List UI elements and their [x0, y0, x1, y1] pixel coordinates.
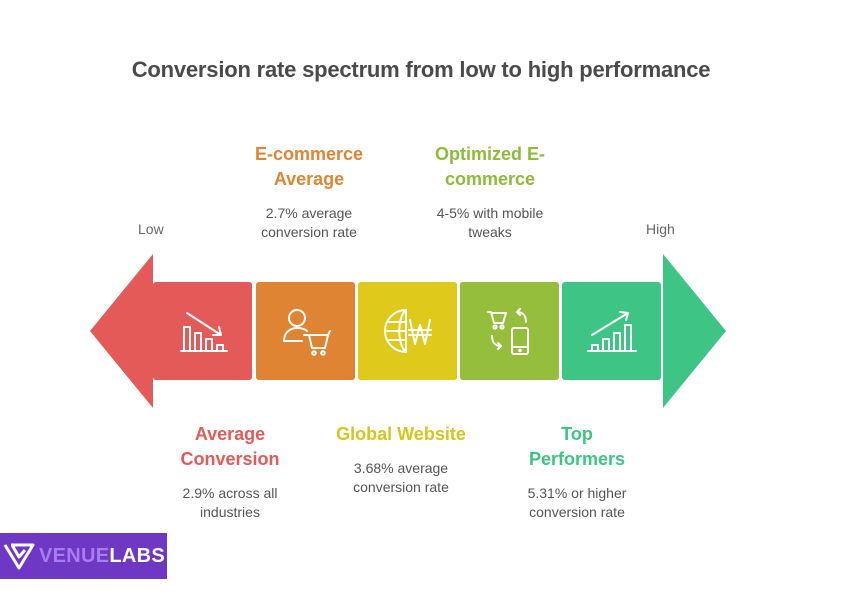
heading-line: Top: [561, 424, 593, 444]
stage-box-top-performers: [562, 282, 661, 380]
declining-bar-chart-icon: [179, 312, 228, 352]
logo-wordmark: VENUELABS: [39, 545, 165, 568]
stage-heading: Average Conversion: [155, 422, 305, 472]
low-label: Low: [138, 221, 164, 237]
rising-bar-chart-icon: [586, 311, 637, 352]
desc-line: 2.9% across all: [182, 485, 278, 501]
logo-part-venue: VENUE: [39, 544, 110, 567]
heading-line: Average: [194, 424, 266, 444]
high-label: High: [646, 221, 675, 237]
stage-box-average-conversion: [153, 282, 252, 380]
stage-heading: Global Website: [320, 422, 482, 447]
stage-box-ecommerce-average: [256, 282, 355, 380]
left-arrowhead: [90, 254, 153, 408]
stage-box-global-website: [358, 282, 457, 380]
right-arrowhead: [663, 254, 726, 408]
stage-heading: Top Performers: [502, 422, 652, 472]
desc-line: tweaks: [468, 224, 512, 240]
desc-line: 2.7% average: [265, 205, 353, 221]
heading-line: Performers: [528, 449, 626, 469]
heading-line: Global Website: [336, 424, 466, 444]
logo-part-labs: LABS: [109, 544, 166, 567]
page-title: Conversion rate spectrum from low to hig…: [131, 57, 711, 82]
heading-line: E-commerce: [254, 144, 364, 164]
venuelabs-logo-mark-icon: [3, 543, 35, 570]
stage-box-optimized-ecommerce: [460, 282, 559, 380]
desc-line: conversion rate: [353, 479, 449, 495]
desc-line: 5.31% or higher: [527, 485, 627, 501]
heading-line: Conversion: [180, 449, 280, 469]
heading-line: commerce: [444, 169, 536, 189]
stage-description: 3.68% average conversion rate: [320, 459, 482, 497]
desc-line: conversion rate: [261, 224, 357, 240]
user-shopping-cart-icon: [282, 309, 331, 356]
desc-line: industries: [200, 504, 260, 520]
desc-line: 4-5% with mobile: [436, 205, 544, 221]
stage-description: 2.9% across all industries: [155, 484, 305, 522]
heading-line: Average: [273, 169, 345, 189]
desc-line: conversion rate: [529, 504, 625, 520]
stage-description: 4-5% with mobile tweaks: [410, 204, 570, 242]
stage-heading: Optimized E- commerce: [410, 142, 570, 192]
globe-currency-icon: [383, 309, 432, 353]
desc-line: 3.68% average: [353, 460, 449, 476]
stage-description: 2.7% average conversion rate: [236, 204, 382, 242]
venuelabs-logo: VENUELABS: [0, 533, 167, 579]
heading-line: Optimized E-: [434, 144, 545, 164]
cart-mobile-sync-icon: [486, 308, 529, 355]
stage-description: 5.31% or higher conversion rate: [502, 484, 652, 522]
stage-heading: E-commerce Average: [236, 142, 382, 192]
